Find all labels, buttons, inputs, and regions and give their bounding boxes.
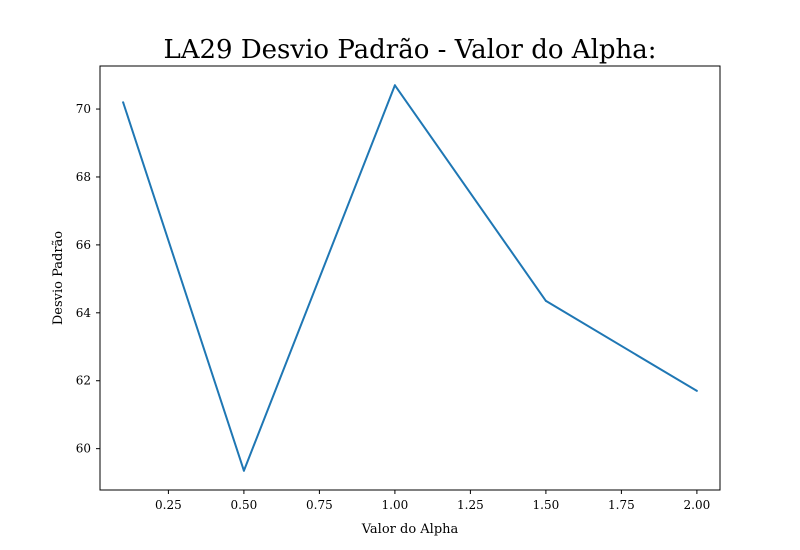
y-tick-label: 60 — [76, 442, 91, 456]
x-tick-label: 0.25 — [155, 498, 182, 512]
x-tick-label: 1.50 — [533, 498, 560, 512]
y-tick-label: 62 — [76, 374, 91, 388]
x-axis: 0.25 0.50 0.75 1.00 1.25 1.50 1.75 2.00 — [155, 490, 710, 512]
x-tick-label: 0.50 — [231, 498, 258, 512]
y-tick-label: 70 — [76, 102, 91, 116]
x-tick-label: 1.75 — [608, 498, 635, 512]
y-tick-label: 68 — [76, 170, 91, 184]
series-line — [122, 84, 698, 472]
x-tick-label: 1.25 — [457, 498, 484, 512]
plot-frame — [99, 65, 721, 491]
x-tick-label: 2.00 — [684, 498, 711, 512]
chart-title: LA29 Desvio Padrão - Valor do Alpha: — [163, 35, 656, 65]
y-tick-label: 66 — [76, 238, 91, 252]
x-tick-label: 0.75 — [306, 498, 333, 512]
x-tick-label: 1.00 — [382, 498, 409, 512]
data-point — [393, 84, 396, 87]
data-point — [242, 469, 245, 472]
y-axis-label: Desvio Padrão — [51, 231, 66, 325]
y-tick-label: 64 — [76, 306, 92, 320]
x-axis-label: Valor do Alpha — [361, 522, 459, 537]
y-axis: 60 62 64 66 68 70 — [76, 102, 100, 456]
data-point — [544, 299, 547, 302]
data-point — [122, 101, 125, 104]
series-layer — [122, 84, 698, 472]
data-point — [695, 389, 698, 392]
